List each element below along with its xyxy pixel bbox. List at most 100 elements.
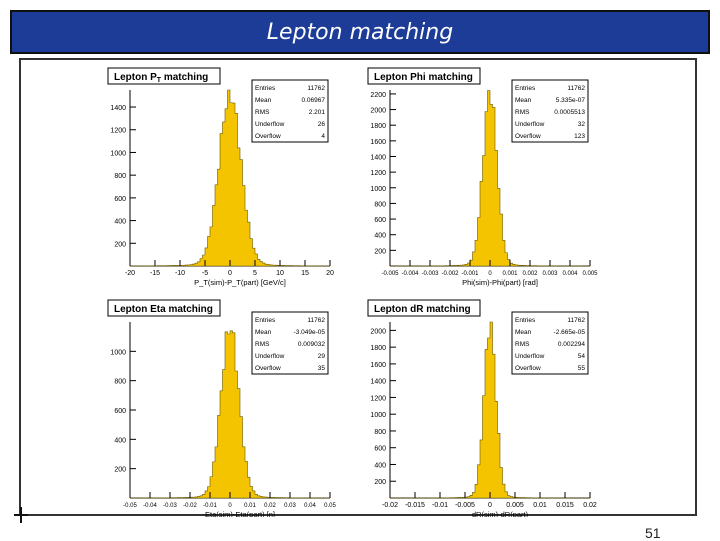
x-tick-label: 5 [253, 270, 257, 277]
slide-title: Lepton matching [266, 20, 454, 45]
x-tick-label: -0.004 [401, 271, 419, 277]
y-tick-label: 800 [114, 379, 126, 386]
stats-value: 55 [578, 365, 586, 372]
x-tick-label: 0.04 [304, 503, 316, 509]
stats-value: 5.335e-07 [556, 97, 586, 104]
x-tick-label: -0.001 [461, 271, 479, 277]
x-tick-label: 0 [228, 270, 232, 277]
stats-label: Underflow [255, 353, 285, 360]
stats-value: 35 [318, 365, 326, 372]
y-tick-label: 1000 [110, 349, 126, 356]
y-tick-label: 400 [374, 462, 386, 469]
y-tick-label: 1800 [370, 123, 386, 130]
stats-value: 0.06967 [302, 97, 326, 104]
stats-label: Entries [255, 85, 276, 92]
y-tick-label: 800 [374, 429, 386, 436]
histogram-title: Lepton Phi matching [374, 72, 473, 83]
x-tick-label: 0.01 [533, 502, 547, 509]
x-tick-label: -0.04 [143, 503, 157, 509]
x-tick-label: -20 [125, 270, 135, 277]
histogram-bars [389, 90, 591, 267]
x-tick-label: -0.05 [123, 503, 137, 509]
stats-value: 26 [318, 121, 326, 128]
stats-value: -3.049e-05 [294, 329, 326, 336]
stats-label: Overflow [255, 365, 281, 372]
corner-mark-horizontal [14, 514, 28, 516]
stats-value: 11762 [567, 317, 585, 324]
stats-label: Mean [255, 329, 272, 336]
x-axis-label: Phi(sim)-Phi(part) [rad] [462, 278, 538, 287]
x-tick-label: -0.005 [381, 271, 399, 277]
y-tick-label: 1000 [370, 412, 386, 419]
y-tick-label: 600 [374, 217, 386, 224]
stats-value: 54 [578, 353, 586, 360]
y-tick-label: 200 [374, 248, 386, 255]
x-tick-label: 0.001 [502, 271, 518, 277]
x-tick-label: 0 [488, 502, 492, 509]
x-tick-label: 0 [228, 503, 232, 509]
y-tick-label: 2000 [370, 108, 386, 115]
x-tick-label: 0.02 [264, 503, 276, 509]
stats-value: 0.009032 [298, 341, 325, 348]
stats-label: Underflow [255, 121, 285, 128]
x-tick-label: -10 [175, 270, 185, 277]
y-tick-label: 1200 [370, 170, 386, 177]
y-tick-label: 1200 [110, 128, 126, 135]
x-tick-label: 0.004 [562, 271, 578, 277]
x-axis-label: dR(sim)-dR(part) [472, 510, 529, 517]
histogram-title: Lepton Eta matching [114, 304, 213, 315]
stats-label: Underflow [515, 121, 545, 128]
stats-value: 2.201 [309, 109, 326, 116]
y-tick-label: 1400 [370, 379, 386, 386]
stats-value: 29 [318, 353, 326, 360]
histogram-panel-1: Lepton Phi matching 200 400 600 800 1000 1200 1… [367, 67, 598, 287]
x-tick-label: -0.02 [382, 502, 398, 509]
y-tick-label: 1400 [370, 154, 386, 161]
x-tick-label: -0.005 [455, 502, 475, 509]
stats-value: 11762 [307, 317, 325, 324]
stats-value: 123 [574, 133, 585, 140]
x-tick-label: -15 [150, 270, 160, 277]
x-axis-label: Eta(sim)-Eta(part) [η] [205, 510, 275, 517]
histogram-panel-3: Lepton dR matching 200 400 600 800 1000 1200 14… [367, 299, 597, 517]
page-number: 51 [645, 525, 661, 541]
histogram-bars [129, 330, 331, 499]
stats-label: Underflow [515, 353, 545, 360]
y-tick-label: 200 [114, 241, 126, 248]
stats-value: 4 [321, 133, 325, 140]
stats-box [251, 79, 329, 143]
y-tick-label: 600 [114, 196, 126, 203]
y-tick-label: 600 [114, 408, 126, 415]
stats-label: Entries [255, 317, 276, 324]
stats-label: Entries [515, 85, 536, 92]
histogram-bars [129, 89, 331, 267]
histogram-bars [389, 321, 591, 499]
x-tick-label: 15 [301, 270, 309, 277]
x-tick-label: 0.005 [506, 502, 524, 509]
x-tick-label: 0.005 [582, 271, 598, 277]
x-tick-label: 20 [326, 270, 334, 277]
x-axis-label: P_T(sim)-P_T(part) [GeV/c] [194, 278, 286, 287]
y-tick-label: 1800 [370, 345, 386, 352]
stats-label: RMS [255, 109, 270, 116]
histogram-title-box [107, 67, 221, 85]
y-tick-label: 400 [374, 233, 386, 240]
stats-label: Entries [515, 317, 536, 324]
histogram-title-box [367, 67, 481, 85]
histogram-panel-2: Lepton Eta matching 200 400 600 800 1000 -0.05… [107, 299, 336, 517]
y-tick-label: 1200 [370, 395, 386, 402]
histogram-title: Lepton PT matching [114, 72, 208, 84]
stats-value: 0.002294 [558, 341, 585, 348]
stats-value: 11762 [307, 85, 325, 92]
y-tick-label: 2200 [370, 92, 386, 99]
y-tick-label: 600 [374, 446, 386, 453]
y-tick-label: 1600 [370, 362, 386, 369]
x-tick-label: 0.015 [556, 502, 574, 509]
x-tick-label: 0.01 [244, 503, 256, 509]
histogram-title: Lepton dR matching [374, 304, 471, 315]
y-tick-label: 1000 [370, 186, 386, 193]
x-tick-label: 0.03 [284, 503, 296, 509]
y-tick-label: 200 [374, 479, 386, 486]
slide-title-bar: Lepton matching [10, 10, 710, 54]
stats-label: Mean [515, 329, 532, 336]
